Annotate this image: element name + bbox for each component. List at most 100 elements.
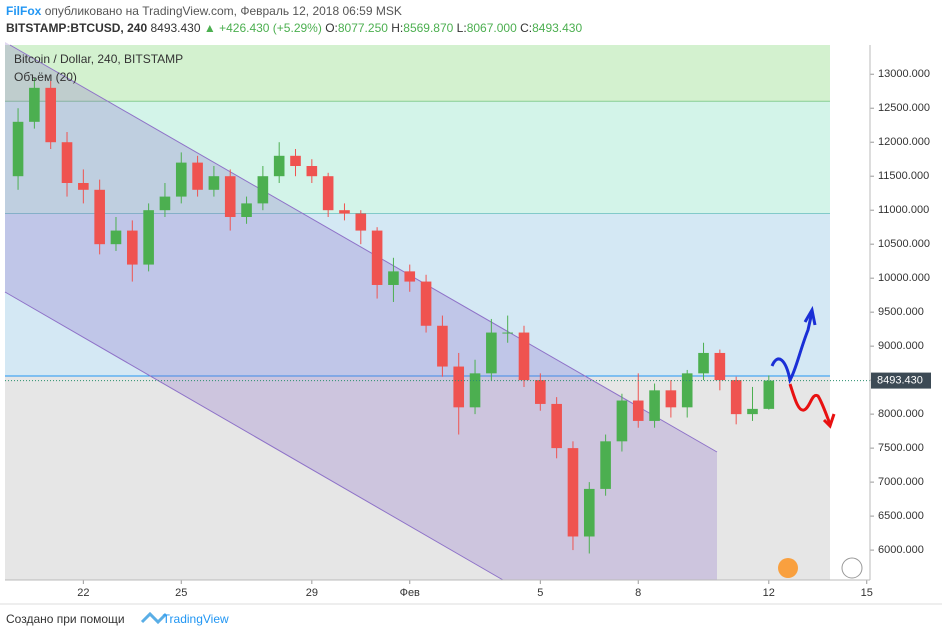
zone	[5, 101, 830, 214]
candle-body	[273, 155, 285, 177]
published: опубликовано на TradingView.com, Февраль…	[44, 4, 402, 18]
y-tick-label: 9000.000	[878, 340, 924, 352]
x-tick-label: 15	[861, 587, 873, 599]
created: Создано при помощи	[6, 612, 125, 626]
x-tick-label: 8	[635, 587, 641, 599]
brand[interactable]: TradingView	[162, 612, 229, 626]
x-tick-label: 29	[306, 587, 318, 599]
y-tick-label: 11000.000	[878, 204, 929, 216]
candle-body	[437, 325, 448, 367]
forecast-arrow	[770, 311, 814, 385]
x-tick-label: 25	[175, 587, 187, 599]
candle-body	[143, 210, 154, 265]
candle-body	[747, 408, 758, 415]
x-tick-label: 12	[763, 587, 775, 599]
y-tick-label: 13000.000	[878, 68, 930, 80]
candle-body	[665, 390, 677, 408]
zone	[5, 45, 830, 102]
event-icon[interactable]	[841, 557, 863, 579]
candle-body	[257, 176, 269, 204]
candle-body	[12, 121, 24, 177]
ohlc-key: H:	[391, 21, 404, 35]
change: ▲ +426.430 (+5.29%)	[203, 21, 322, 35]
candle-body	[698, 352, 709, 374]
y-tick-label: 6000.000	[878, 544, 924, 556]
candle-body	[681, 373, 693, 408]
candle-body	[339, 210, 350, 214]
candle-body	[714, 352, 726, 381]
symbol: BITSTAMP:BTCUSD, 240	[6, 21, 148, 35]
candle-body	[535, 380, 546, 404]
x-tick-label: 22	[77, 587, 89, 599]
candle-body	[420, 281, 432, 326]
candle-body	[486, 332, 497, 374]
event-icon[interactable]	[778, 558, 798, 578]
candle-body	[763, 380, 775, 409]
price-tag-label: 8493.430	[877, 374, 923, 386]
candle-body	[583, 488, 595, 537]
ohlc-value: 8077.250	[337, 21, 388, 35]
brand-logo	[140, 611, 168, 625]
y-tick-label: 9500.000	[878, 306, 924, 318]
legend-volume: Объём (20)	[14, 70, 77, 84]
candle-body	[61, 142, 73, 183]
candle-body	[469, 373, 481, 408]
candle-body	[502, 332, 513, 334]
candle-body	[29, 87, 40, 122]
candle-body	[192, 162, 203, 190]
zone	[5, 213, 830, 377]
ohlc-value: 8493.430	[532, 21, 583, 35]
candle-body	[616, 400, 628, 442]
candle-body	[518, 332, 530, 381]
ohlc-value: 8067.000	[466, 21, 517, 35]
candle-body	[110, 230, 122, 245]
candle-body	[355, 213, 367, 231]
candle-body	[126, 230, 138, 265]
candle-body	[453, 366, 465, 408]
candle-body	[730, 380, 742, 415]
candle-body	[208, 176, 220, 190]
candle-body	[649, 390, 660, 421]
ohlc-key: C:	[520, 21, 533, 35]
y-tick-label: 7500.000	[878, 442, 924, 454]
channel-line	[4, 291, 504, 581]
y-tick-label: 7000.000	[878, 476, 924, 488]
y-tick-label: 10500.000	[878, 238, 930, 250]
candle-body	[78, 182, 89, 190]
candle-body	[290, 155, 301, 167]
candle-body	[388, 271, 399, 285]
candle-body	[600, 441, 611, 489]
header-line: BITSTAMP:BTCUSD, 240 8493.430 ▲ +426.430…	[6, 21, 582, 35]
candle-body	[551, 403, 562, 449]
arrowhead	[822, 413, 836, 429]
footer: Создано при помощи TradingView	[6, 612, 229, 626]
candle-body	[632, 400, 644, 421]
y-tick-label: 8000.000	[878, 408, 924, 420]
candles	[5, 77, 870, 554]
x-tick-label: 5	[537, 587, 543, 599]
header-line: FilFox опубликовано на TradingView.com, …	[6, 4, 402, 18]
y-tick-label: 6500.000	[878, 510, 924, 522]
candle-body	[94, 189, 105, 245]
ticks: 6000.000 6500.000 7000.000 7500.000 8000.000…	[77, 68, 931, 599]
candle-body	[322, 176, 334, 211]
ohlc-key: O:	[325, 21, 338, 35]
candle-body	[45, 87, 57, 143]
candle-body	[241, 203, 252, 217]
author[interactable]: FilFox	[6, 4, 42, 18]
last-price: 8493.430	[150, 21, 201, 35]
price-tag	[871, 372, 931, 389]
candle-body	[404, 271, 416, 282]
forecast-arrow	[788, 383, 832, 425]
candle-body	[175, 162, 187, 197]
y-tick-label: 10000.000	[878, 272, 930, 284]
candle-body	[306, 166, 318, 177]
candle-body	[224, 176, 236, 217]
legend-series: Bitcoin / Dollar, 240, BITSTAMP	[14, 52, 183, 66]
y-tick-label: 12000.000	[878, 136, 930, 148]
ohlc-key: L:	[456, 21, 467, 35]
y-tick-label: 11500.000	[878, 170, 929, 182]
y-tick-label: 12500.000	[878, 102, 930, 114]
